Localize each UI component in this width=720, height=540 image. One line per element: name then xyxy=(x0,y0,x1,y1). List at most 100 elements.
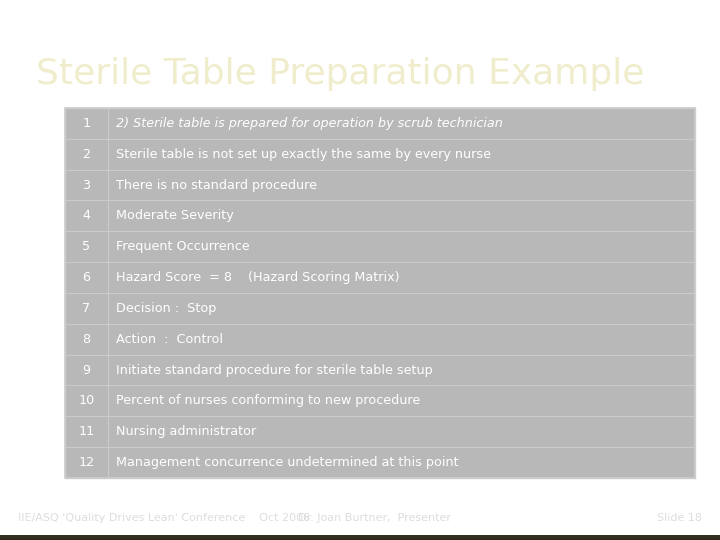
Bar xyxy=(0,536,720,538)
Bar xyxy=(0,537,720,539)
Bar xyxy=(0,536,720,539)
Bar xyxy=(0,537,720,540)
Bar xyxy=(0,536,720,539)
Bar xyxy=(0,536,720,538)
Bar xyxy=(0,537,720,539)
Bar xyxy=(0,537,720,539)
Bar xyxy=(0,535,720,538)
Bar xyxy=(0,537,720,539)
Bar xyxy=(0,537,720,540)
Bar xyxy=(0,537,720,539)
Bar xyxy=(0,537,720,539)
Bar xyxy=(0,535,720,538)
Bar xyxy=(0,535,720,537)
Bar xyxy=(0,535,720,538)
Bar xyxy=(0,536,720,539)
Bar xyxy=(0,535,720,537)
Text: 7: 7 xyxy=(82,302,90,315)
Text: Dr. Joan Burtner,  Presenter: Dr. Joan Burtner, Presenter xyxy=(298,512,451,523)
Bar xyxy=(0,535,720,538)
Bar xyxy=(0,535,720,537)
Bar xyxy=(0,535,720,538)
Bar xyxy=(0,536,720,538)
Bar xyxy=(0,536,720,538)
Text: 10: 10 xyxy=(78,394,94,407)
Bar xyxy=(0,537,720,540)
Text: Action  :  Control: Action : Control xyxy=(117,333,223,346)
Bar xyxy=(0,536,720,539)
Text: 9: 9 xyxy=(82,363,90,376)
Text: 2: 2 xyxy=(82,148,90,161)
Bar xyxy=(0,536,720,538)
Bar xyxy=(0,535,720,537)
Bar xyxy=(0,535,720,537)
Bar xyxy=(0,536,720,538)
Bar xyxy=(0,535,720,537)
Bar xyxy=(0,536,720,538)
Bar xyxy=(0,536,720,538)
Bar xyxy=(0,536,720,539)
Bar xyxy=(0,535,720,537)
Bar xyxy=(0,536,720,539)
Bar xyxy=(0,537,720,539)
Bar xyxy=(0,536,720,538)
Bar xyxy=(0,537,720,539)
Bar xyxy=(0,537,720,540)
Text: 4: 4 xyxy=(82,210,90,222)
Bar xyxy=(0,536,720,539)
Bar xyxy=(0,537,720,539)
Bar xyxy=(0,535,720,538)
Bar xyxy=(0,537,720,540)
Bar xyxy=(0,537,720,540)
Bar xyxy=(0,535,720,538)
Bar xyxy=(0,536,720,538)
Bar xyxy=(0,537,720,540)
Bar xyxy=(0,536,720,539)
Bar xyxy=(0,535,720,537)
Text: 12: 12 xyxy=(78,456,94,469)
Bar xyxy=(0,536,720,538)
Bar xyxy=(0,536,720,538)
Bar xyxy=(0,536,720,538)
Bar xyxy=(0,536,720,538)
Bar xyxy=(0,535,720,537)
Bar xyxy=(0,536,720,539)
Text: Slide 18: Slide 18 xyxy=(657,512,702,523)
Bar xyxy=(0,536,720,539)
Bar xyxy=(0,535,720,538)
Bar xyxy=(0,537,720,540)
Bar xyxy=(0,536,720,538)
Bar xyxy=(0,536,720,539)
Bar xyxy=(0,537,720,540)
Bar xyxy=(0,537,720,539)
Bar xyxy=(0,537,720,539)
Bar xyxy=(0,535,720,537)
Bar xyxy=(0,536,720,538)
Bar xyxy=(0,536,720,539)
Bar xyxy=(0,535,720,538)
Bar xyxy=(0,537,720,540)
Bar xyxy=(0,535,720,538)
Bar xyxy=(0,536,720,539)
Bar xyxy=(0,536,720,538)
Bar xyxy=(0,536,720,538)
Text: 3: 3 xyxy=(82,179,90,192)
Bar xyxy=(0,537,720,539)
Bar xyxy=(0,535,720,538)
Bar xyxy=(0,535,720,538)
Bar xyxy=(0,536,720,538)
Bar xyxy=(0,536,720,538)
Bar xyxy=(0,537,720,539)
Bar xyxy=(0,536,720,538)
Bar xyxy=(0,537,720,540)
Bar xyxy=(0,535,720,538)
Bar xyxy=(65,108,695,478)
Bar xyxy=(0,535,720,538)
Bar xyxy=(0,537,720,540)
Bar xyxy=(0,536,720,539)
Bar xyxy=(0,536,720,538)
Bar xyxy=(0,535,720,538)
Bar xyxy=(0,536,720,539)
Bar xyxy=(0,535,720,537)
Bar xyxy=(0,535,720,538)
